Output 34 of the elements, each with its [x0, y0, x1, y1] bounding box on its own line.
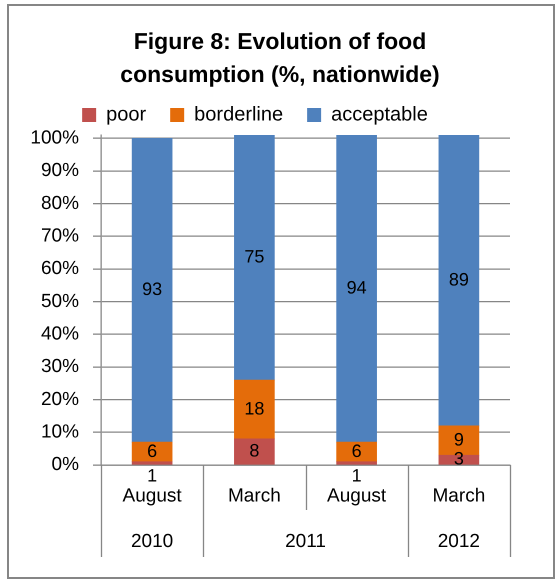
- text: 2011: [285, 531, 326, 552]
- y-tick-label: 50%: [40, 290, 80, 312]
- x-tick-label: March: [432, 486, 486, 507]
- text: 2012: [438, 531, 480, 552]
- data-label: 75: [244, 246, 264, 266]
- y-tick-label: 100%: [30, 128, 80, 148]
- legend-label: acceptable: [331, 104, 428, 126]
- data-label: 1: [147, 465, 158, 486]
- y-tick-label: 60%: [40, 258, 80, 280]
- chart-title: Figure 8: Evolution of food consumption (%, nationwide): [119, 27, 441, 89]
- x-tick-label: March: [228, 486, 281, 507]
- y-tick-label: 30%: [40, 356, 80, 378]
- legend-label: poor: [106, 104, 147, 126]
- x-tick-label: August: [122, 486, 182, 507]
- y-tick-label: 10%: [40, 422, 80, 443]
- data-label: 6: [352, 440, 362, 461]
- y-tick-label: 0%: [52, 454, 80, 476]
- legend-label: borderline: [194, 104, 284, 126]
- text: 2010: [130, 531, 174, 552]
- data-label: 1: [352, 465, 362, 486]
- x-tick-label: August: [327, 486, 387, 507]
- data-label: 93: [142, 279, 162, 300]
- y-tick-label: 80%: [40, 192, 80, 214]
- data-label: 94: [346, 278, 367, 298]
- y-tick-label: 70%: [40, 226, 80, 247]
- data-label: 89: [448, 269, 469, 290]
- data-label: 6: [147, 440, 158, 461]
- data-label: 8: [249, 440, 260, 461]
- y-tick-label: 90%: [40, 160, 80, 182]
- data-label: 9: [454, 429, 464, 450]
- data-label: 3: [454, 448, 464, 469]
- data-label: 18: [244, 398, 264, 418]
- y-tick-label: 40%: [40, 324, 80, 345]
- y-tick-label: 20%: [40, 388, 80, 410]
